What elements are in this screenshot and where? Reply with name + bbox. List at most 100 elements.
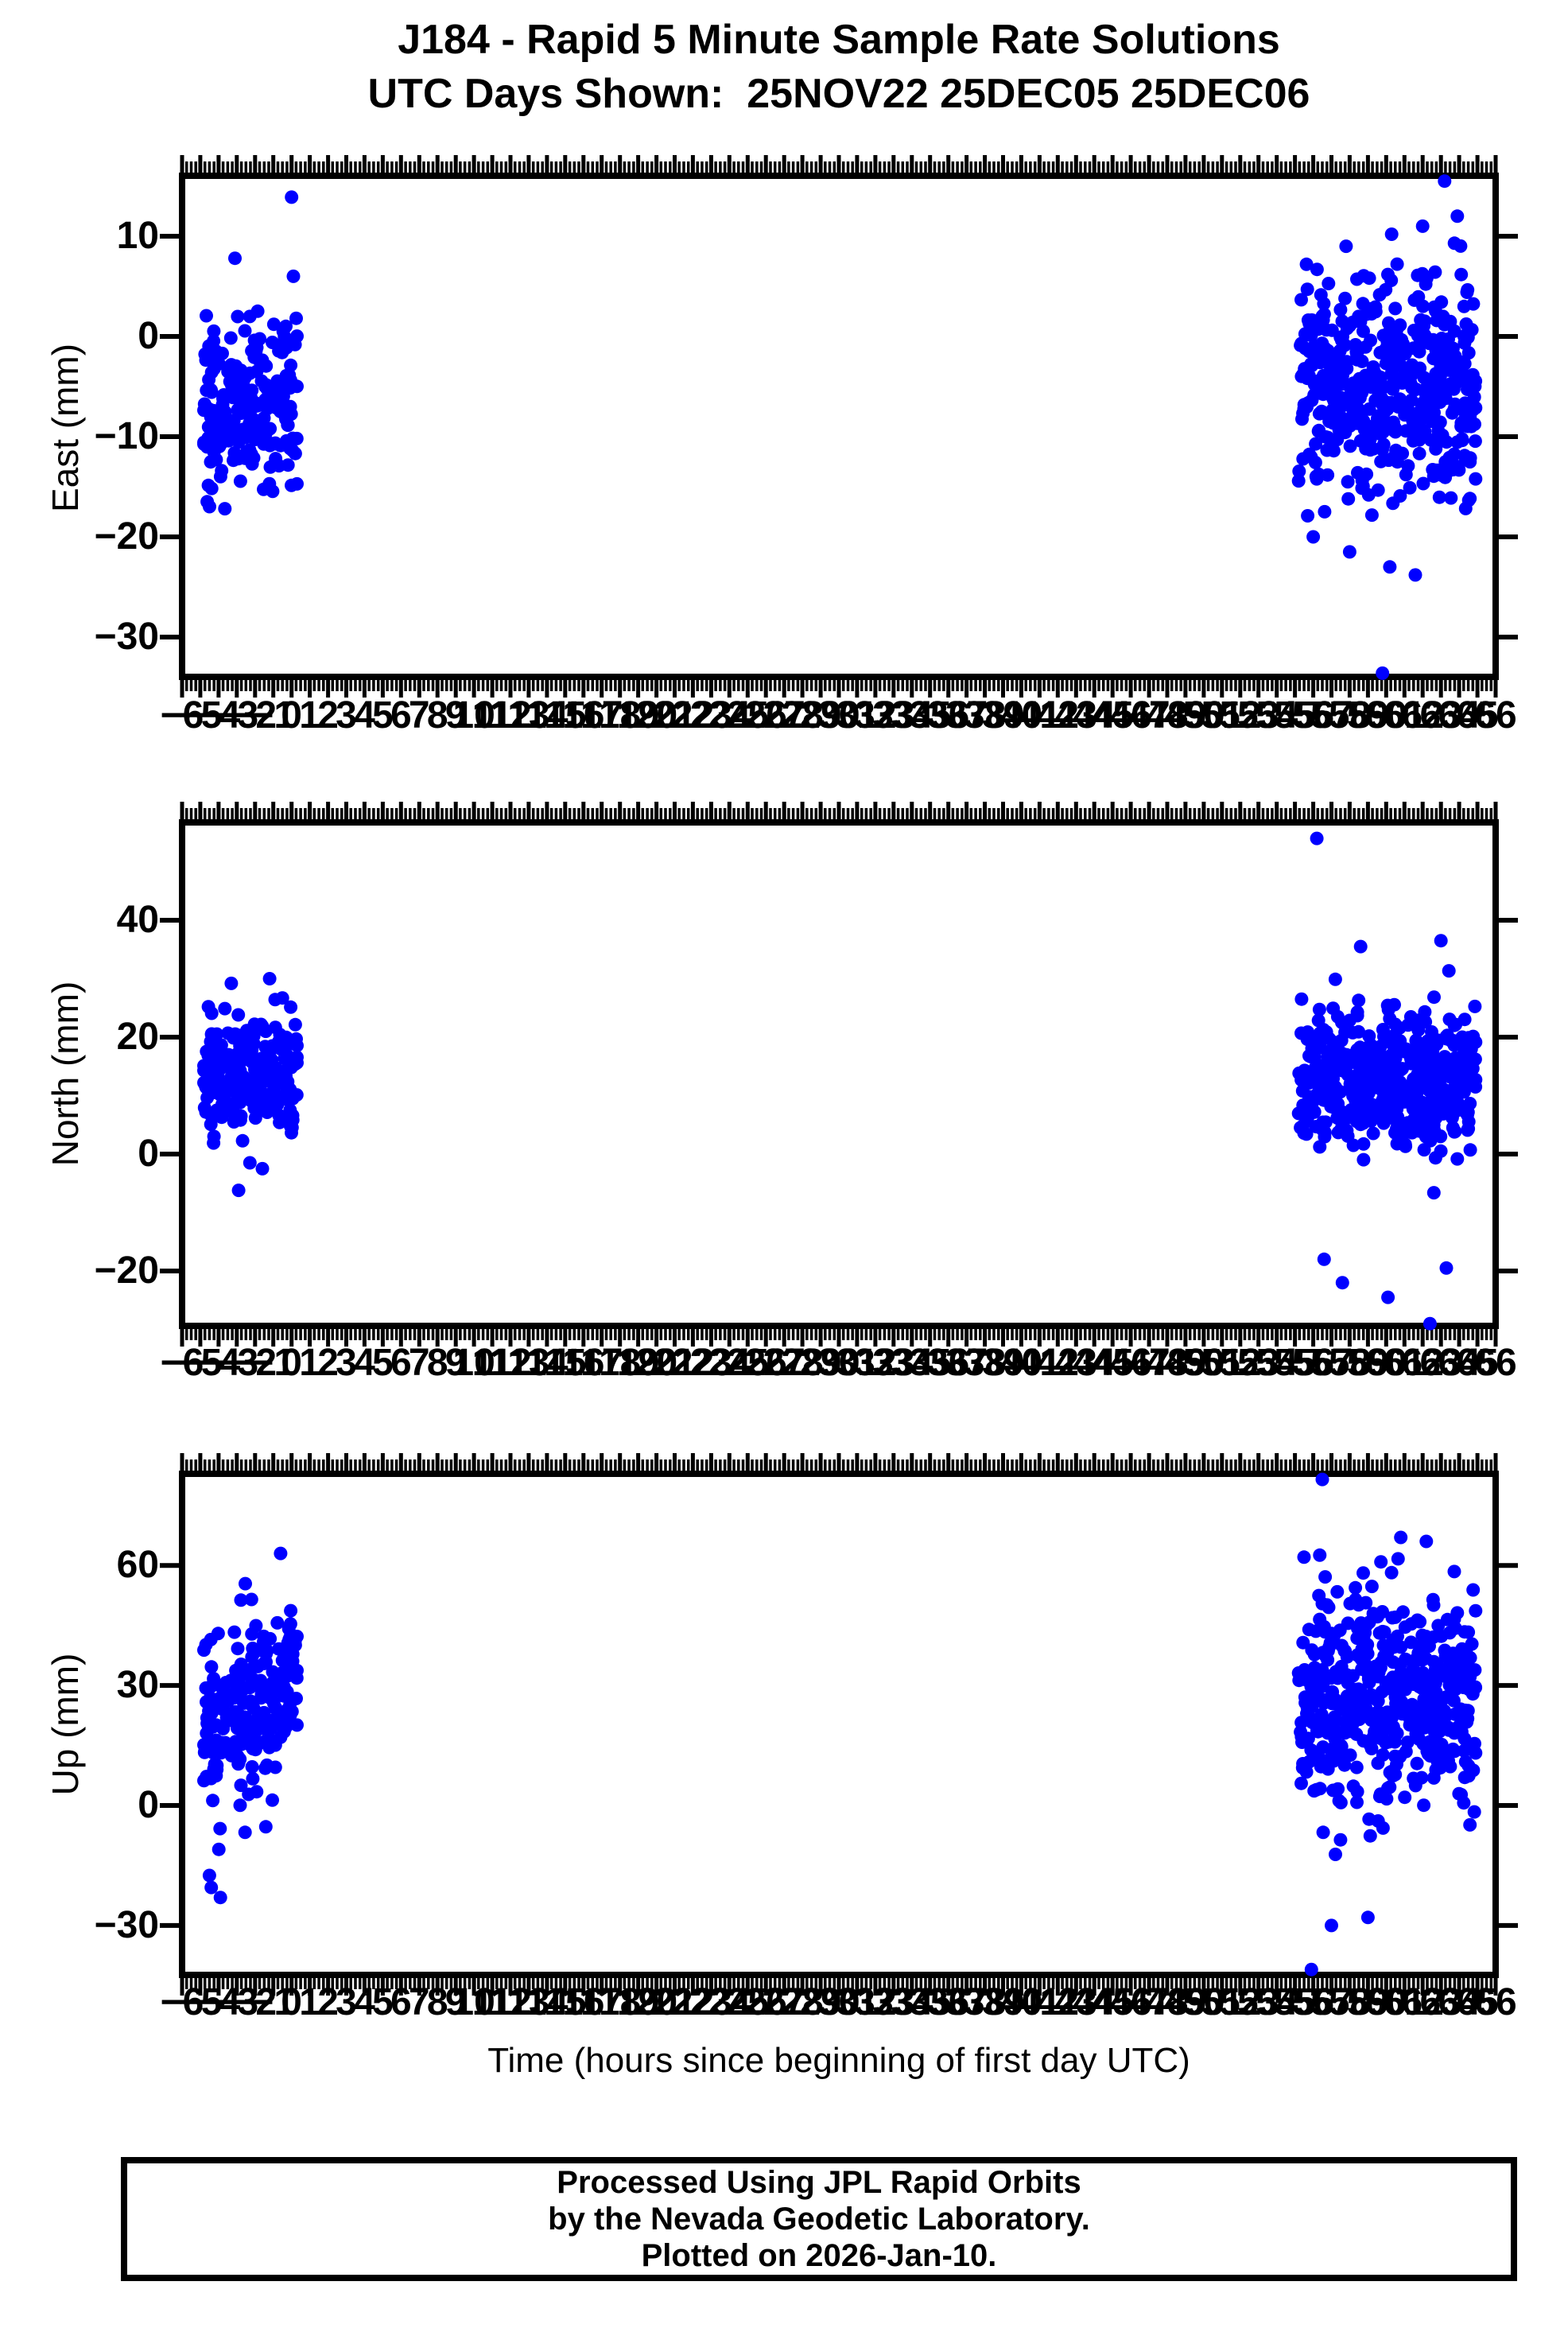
north-x-tick-label: 16	[562, 1342, 605, 1384]
up-x-tick-label: −2	[233, 1981, 278, 2023]
north-x-tick-label: −6	[160, 1342, 204, 1384]
east-x-tick-label: 50	[1182, 694, 1225, 737]
north-x-tick-label: 35	[909, 1342, 952, 1384]
east-x-tick-label: 65	[1456, 694, 1499, 737]
east-x-tick-label: 2	[317, 694, 339, 737]
north-x-tick-label: 30	[817, 1342, 860, 1384]
east-x-tick-label: 1	[299, 694, 320, 737]
up-x-tick-label: 15	[544, 1981, 587, 2023]
up-x-tick-label: 39	[981, 1981, 1025, 2023]
east-x-tick-label: 3	[336, 694, 357, 737]
up-x-tick-label: 7	[408, 1981, 430, 2023]
north-x-tick-label: 50	[1182, 1342, 1225, 1384]
north-x-tick-label: 45	[1091, 1342, 1134, 1384]
east-x-tick-label: 37	[945, 694, 988, 737]
north-x-tick-label: 46	[1109, 1342, 1152, 1384]
north-x-tick-label: −3	[215, 1342, 259, 1384]
east-y-tick-label: −10	[94, 415, 159, 457]
up-x-tick-label: 33	[872, 1981, 915, 2023]
east-x-tick-label: 20	[635, 694, 678, 737]
up-x-tick-label: 61	[1383, 1981, 1426, 2023]
east-x-tick-label: 66	[1474, 694, 1517, 737]
north-x-tick-label: 5	[372, 1342, 394, 1384]
north-x-tick-label: −1	[251, 1342, 296, 1384]
up-x-tick-label: 40	[999, 1981, 1043, 2023]
north-x-tick-label: 0	[281, 1342, 303, 1384]
north-x-tick-label: 10	[452, 1342, 495, 1384]
up-x-tick-label: 26	[744, 1981, 787, 2023]
east-x-tick-label: 63	[1419, 694, 1462, 737]
up-x-tick-label: 57	[1310, 1981, 1353, 2023]
north-x-tick-label: 6	[390, 1342, 412, 1384]
east-x-tick-label: 48	[1146, 694, 1189, 737]
east-x-tick-label: −4	[196, 694, 241, 737]
north-x-major-ticks	[180, 802, 1498, 1347]
north-x-tick-label: 20	[635, 1342, 678, 1384]
east-x-tick-label: 18	[598, 694, 642, 737]
up-x-tick-label: 51	[1201, 1981, 1244, 2023]
north-x-tick-label: 23	[689, 1342, 733, 1384]
north-x-tick-label: −5	[178, 1342, 223, 1384]
east-x-tick-label: 28	[781, 694, 824, 737]
east-x-tick-label: 34	[891, 694, 933, 737]
north-x-tick-label: 18	[598, 1342, 642, 1384]
east-x-tick-label: 59	[1346, 694, 1390, 737]
east-x-tick-label: 30	[817, 694, 860, 737]
north-x-tick-label: 43	[1054, 1342, 1097, 1384]
up-x-tick-label: 31	[836, 1981, 879, 2023]
east-x-tick-label: −5	[178, 694, 223, 737]
east-x-tick-label: 23	[689, 694, 733, 737]
north-x-tick-label: 8	[426, 1342, 448, 1384]
north-x-tick-label: 61	[1383, 1342, 1426, 1384]
up-x-tick-label: 12	[489, 1981, 532, 2023]
east-x-tick-label: −1	[251, 694, 296, 737]
up-x-tick-label: 58	[1328, 1981, 1372, 2023]
up-x-tick-label: 36	[926, 1981, 970, 2023]
north-x-tick-label: 34	[891, 1342, 933, 1384]
east-x-tick-label: 56	[1291, 694, 1335, 737]
north-x-tick-label: 39	[981, 1342, 1025, 1384]
north-x-tick-label: −4	[196, 1342, 241, 1384]
north-x-tick-label: 26	[744, 1342, 787, 1384]
east-x-tick-label: 31	[836, 694, 879, 737]
east-x-tick-label: 0	[281, 694, 303, 737]
up-x-tick-label: 0	[281, 1981, 303, 2023]
north-x-tick-label: 65	[1456, 1342, 1499, 1384]
north-x-tick-label: 66	[1474, 1342, 1517, 1384]
up-x-tick-label: 66	[1474, 1981, 1517, 2023]
north-x-tick-label: 21	[653, 1342, 697, 1384]
up-x-tick-label: 10	[452, 1981, 495, 2023]
up-x-tick-label: 17	[580, 1981, 623, 2023]
up-x-tick-label: 32	[854, 1981, 897, 2023]
plot-title: J184 - Rapid 5 Minute Sample Rate Soluti…	[398, 17, 1280, 63]
up-x-tick-label: 38	[963, 1981, 1007, 2023]
east-x-tick-label: 51	[1201, 694, 1244, 737]
east-x-tick-label: 39	[981, 694, 1025, 737]
footer-line: Processed Using JPL Rapid Orbits	[557, 2165, 1081, 2200]
north-y-ticks	[160, 918, 1518, 1273]
north-x-tick-label: 60	[1364, 1342, 1408, 1384]
north-x-tick-label: 25	[726, 1342, 769, 1384]
up-x-tick-label: 37	[945, 1981, 988, 2023]
east-y-tick-label: 0	[138, 315, 159, 357]
north-x-tick-label: 33	[872, 1342, 915, 1384]
east-x-tick-label: 32	[854, 694, 897, 737]
east-x-tick-label: 43	[1054, 694, 1097, 737]
north-x-tick-label: 52	[1219, 1342, 1262, 1384]
north-x-tick-label: 9	[444, 1342, 467, 1384]
east-x-tick-label: 11	[472, 694, 513, 737]
up-x-tick-label: −3	[215, 1981, 259, 2023]
east-x-tick-label: 24	[708, 694, 751, 737]
east-x-tick-label: 49	[1164, 694, 1207, 737]
north-x-tick-label: 62	[1401, 1342, 1444, 1384]
north-x-tick-label: 44	[1073, 1342, 1116, 1384]
east-scatter-points	[197, 174, 1483, 680]
up-x-tick-label: 30	[817, 1981, 860, 2023]
east-y-tick-label: 10	[116, 215, 159, 257]
north-x-tick-label: 63	[1419, 1342, 1462, 1384]
east-x-tick-label: 33	[872, 694, 915, 737]
up-plot-frame	[179, 1471, 1499, 1978]
north-x-tick-label: 55	[1273, 1342, 1317, 1384]
up-x-tick-label: 11	[472, 1981, 513, 2023]
up-x-tick-label: 5	[372, 1981, 394, 2023]
